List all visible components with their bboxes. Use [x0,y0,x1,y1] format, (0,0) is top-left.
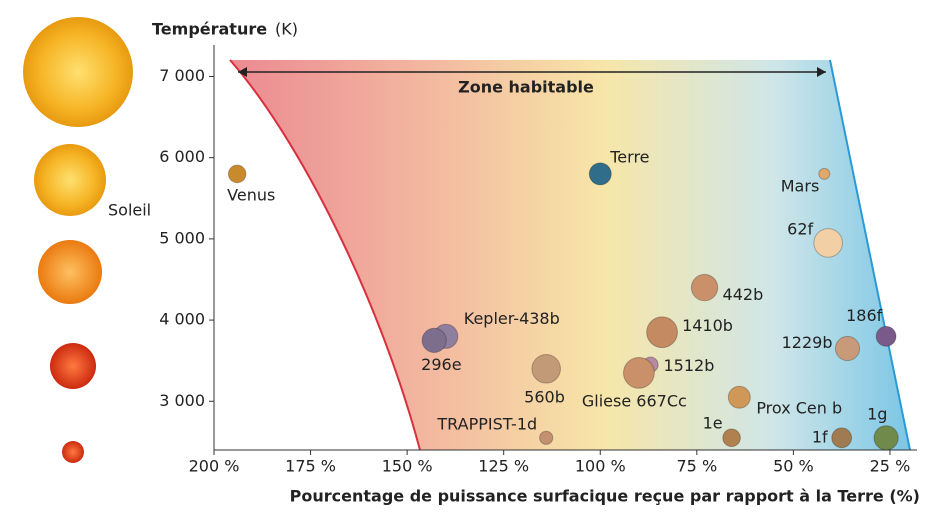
planet [647,317,678,348]
x-tick-label: 200 % [189,457,240,476]
star [23,17,133,127]
planet [728,386,750,408]
star [38,240,102,304]
planet-label: Kepler-438b [464,309,560,328]
y-axis-label: Température [152,20,267,39]
planet [723,429,741,447]
x-tick-label: 150 % [382,457,433,476]
planet [876,326,896,346]
planet-label: 296e [421,355,461,374]
planet-label: Venus [227,185,275,204]
y-axis-unit: (K) [275,20,298,39]
planet [228,165,246,183]
planet-label: 1f [812,427,828,446]
star [34,144,106,216]
x-axis-label: Pourcentage de puissance surfacique reçu… [290,487,920,506]
planet-label: Mars [781,176,820,195]
x-tick-label: 125 % [478,457,529,476]
planet-label: Terre [609,147,649,166]
planet [422,328,446,352]
planet-label: TRAPPIST-1d [436,414,537,433]
y-tick-label: 5 000 [159,228,205,247]
planet [814,229,843,258]
x-tick-label: 25 % [870,457,911,476]
planet-label: Gliese 667Cc [582,391,687,410]
y-tick-label: 3 000 [159,391,205,410]
y-tick-label: 7 000 [159,66,205,85]
planet [835,336,859,360]
star-label: Soleil [108,201,151,220]
x-tick-label: 175 % [285,457,336,476]
y-tick-label: 4 000 [159,310,205,329]
planet-label: 1512b [663,356,714,375]
planet [691,274,717,300]
y-tick-label: 6 000 [159,147,205,166]
x-tick-label: 50 % [773,457,814,476]
planet [589,163,611,185]
x-tick-label: 100 % [575,457,626,476]
zone-label: Zone habitable [458,78,594,97]
planet [540,431,553,444]
planet-label: 1410b [682,316,733,335]
planet [623,357,654,388]
planet-label: 1g [867,404,887,423]
x-tick-label: 75 % [677,457,718,476]
planet-label: 442b [723,285,764,304]
planet-label: 1e [703,413,723,432]
planet-label: 62f [787,219,813,238]
planet-label: 560b [524,387,565,406]
star [62,441,84,463]
habitable-zone [230,60,910,450]
planet [532,355,561,384]
planet-label: 186f [846,306,883,325]
planet [874,426,898,450]
planet [832,428,852,448]
planet [819,168,830,179]
planet-label: 1229b [782,333,833,352]
planet-label: Prox Cen b [756,399,842,418]
star [50,343,96,389]
chart: Zone habitable Température (K) Pourcenta… [0,0,926,515]
